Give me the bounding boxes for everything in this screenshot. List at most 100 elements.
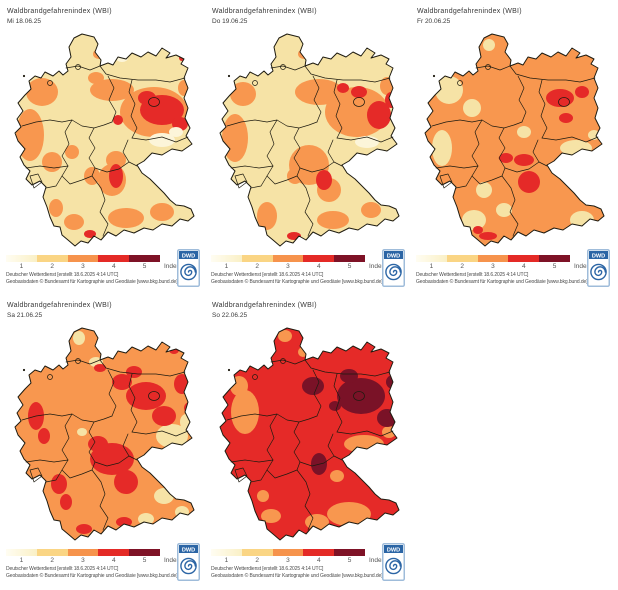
legend-ticks: 1 2 3 4 5: [6, 263, 160, 270]
dwd-logo-svg: DWD: [382, 543, 405, 581]
index-legend: 1 2 3 4 5 Index: [6, 255, 202, 273]
legend-ticks: 1 2 3 4 5: [6, 557, 160, 564]
dwd-logo-svg: DWD: [177, 249, 200, 287]
legend-tick: 3: [286, 263, 290, 270]
legend-segment: [303, 255, 335, 262]
legend-segment: [539, 255, 570, 262]
legend-segment: [241, 255, 273, 262]
germany-map-svg: [14, 327, 195, 541]
legend-tick: 1: [429, 263, 434, 270]
legend-segment: [98, 549, 130, 556]
legend-tick: 2: [50, 263, 54, 270]
index-legend: 1 2 3 4 5 Index: [416, 255, 612, 273]
attribution-line2: Geobasisdaten © Bundesamt für Kartograph…: [211, 279, 383, 285]
legend-color-bar: [6, 549, 160, 556]
legend-segment: [67, 549, 99, 556]
dwd-logo-text: DWD: [182, 547, 195, 553]
legend-tick: 2: [255, 557, 259, 564]
legend-index-label: Index: [164, 557, 180, 564]
germany-map: [209, 324, 409, 546]
map-date: Mi 18.06.25: [7, 18, 41, 25]
legend-tick: 5: [347, 263, 352, 270]
legend-index-label: Index: [369, 263, 385, 270]
cyclone-spiral-icon: [590, 263, 607, 281]
map-title: Waldbrandgefahrenindex (WBI): [417, 8, 522, 15]
legend-tick: 1: [224, 557, 229, 564]
map-date: Do 19.06.25: [212, 18, 248, 25]
attribution-line1: Deutscher Wetterdienst [erstellt 18.6.20…: [211, 566, 324, 572]
state-borders: [21, 358, 189, 531]
legend-segment: [272, 549, 304, 556]
legend-tick: 5: [142, 557, 147, 564]
legend-index-label: Index: [164, 263, 180, 270]
attribution-line2: Geobasisdaten © Bundesamt für Kartograph…: [211, 573, 383, 579]
legend-segment: [6, 255, 37, 262]
legend-index-label: Index: [369, 557, 385, 564]
legend-tick: 4: [111, 263, 116, 270]
dwd-logo-text: DWD: [182, 253, 195, 259]
attribution-line2: Geobasisdaten © Bundesamt für Kartograph…: [6, 573, 178, 579]
legend-tick: 4: [111, 557, 116, 564]
cyclone-spiral-icon: [385, 263, 402, 281]
legend-tick: 5: [347, 557, 352, 564]
legend-segment: [334, 549, 365, 556]
legend-segment: [303, 549, 335, 556]
dwd-logo-text: DWD: [592, 253, 605, 259]
legend-segment: [508, 255, 540, 262]
legend-segment: [36, 549, 68, 556]
attribution-line1: Deutscher Wetterdienst [erstellt 18.6.20…: [6, 566, 119, 572]
forecast-panel-day2: Waldbrandgefahrenindex (WBI) Do 19.06.25…: [207, 6, 411, 296]
legend-tick: 2: [460, 263, 464, 270]
cyclone-spiral-icon: [180, 263, 197, 281]
forecast-panel-day4: Waldbrandgefahrenindex (WBI) Sa 21.06.25…: [2, 300, 206, 590]
germany-map: [4, 30, 204, 252]
legend-segment: [67, 255, 99, 262]
legend-tick: 1: [19, 263, 24, 270]
state-borders: [431, 64, 599, 237]
map-title: Waldbrandgefahrenindex (WBI): [7, 302, 112, 309]
legend-segment: [98, 255, 130, 262]
map-title: Waldbrandgefahrenindex (WBI): [212, 8, 317, 15]
germany-map-svg: [219, 327, 400, 541]
dwd-logo-text: DWD: [387, 253, 400, 259]
map-date: Fr 20.06.25: [417, 18, 451, 25]
legend-tick: 3: [81, 263, 85, 270]
legend-tick: 1: [224, 263, 229, 270]
legend-segment: [446, 255, 478, 262]
dwd-logo: DWD: [382, 249, 405, 287]
map-date: Sa 21.06.25: [7, 312, 43, 319]
legend-tick: 4: [316, 557, 321, 564]
dwd-logo: DWD: [587, 249, 610, 287]
legend-segment: [272, 255, 304, 262]
germany-map: [4, 324, 204, 546]
dwd-logo-svg: DWD: [382, 249, 405, 287]
germany-map-svg: [424, 33, 605, 247]
legend-segment: [334, 255, 365, 262]
legend-segment: [416, 255, 447, 262]
germany-map: [209, 30, 409, 252]
legend-tick: 3: [286, 557, 290, 564]
forecast-panel-day3: Waldbrandgefahrenindex (WBI) Fr 20.06.25…: [412, 6, 616, 296]
legend-tick: 3: [81, 557, 85, 564]
legend-ticks: 1 2 3 4 5: [211, 263, 365, 270]
legend-tick: 3: [491, 263, 495, 270]
state-borders: [226, 358, 394, 531]
map-title: Waldbrandgefahrenindex (WBI): [212, 302, 317, 309]
legend-segment: [6, 549, 37, 556]
legend-tick: 2: [50, 557, 54, 564]
dwd-logo: DWD: [177, 543, 200, 581]
cyclone-spiral-icon: [180, 557, 197, 575]
legend-tick: 5: [142, 263, 147, 270]
cyclone-spiral-icon: [385, 557, 402, 575]
legend-tick: 4: [521, 263, 526, 270]
attribution-line1: Deutscher Wetterdienst [erstellt 18.6.20…: [211, 272, 324, 278]
legend-tick: 4: [316, 263, 321, 270]
legend-ticks: 1 2 3 4 5: [416, 263, 570, 270]
map-date: So 22.06.25: [212, 312, 248, 319]
attribution-line2: Geobasisdaten © Bundesamt für Kartograph…: [6, 279, 178, 285]
dwd-logo: DWD: [382, 543, 405, 581]
legend-segment: [241, 549, 273, 556]
map-title: Waldbrandgefahrenindex (WBI): [7, 8, 112, 15]
attribution-line1: Deutscher Wetterdienst [erstellt 18.6.20…: [6, 272, 119, 278]
legend-segment: [36, 255, 68, 262]
